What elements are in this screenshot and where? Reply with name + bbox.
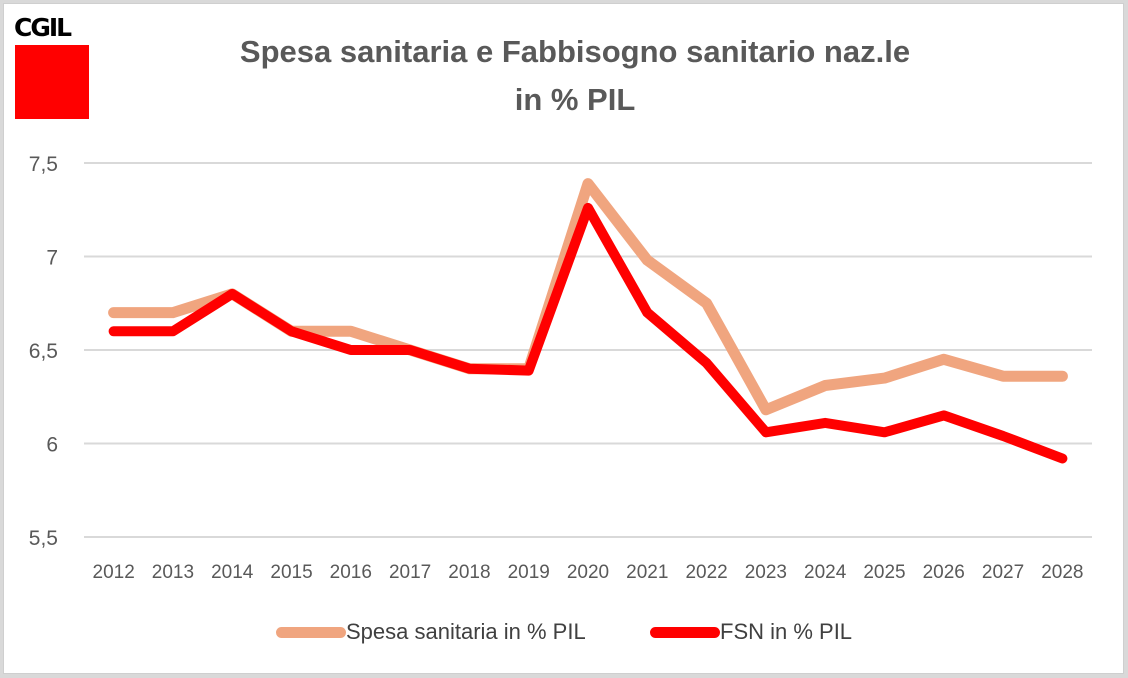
chart-title: Spesa sanitaria e Fabbisogno sanitario n… xyxy=(239,34,911,69)
legend-label-fsn: FSN in % PIL xyxy=(720,619,853,644)
x-tick-label: 2019 xyxy=(508,562,550,583)
logo-text: CGIL xyxy=(14,13,72,42)
x-tick-label: 2016 xyxy=(330,562,372,583)
y-tick-label: 6,5 xyxy=(29,340,58,363)
x-tick-label: 2026 xyxy=(923,562,965,583)
x-tick-label: 2024 xyxy=(804,562,847,583)
x-tick-label: 2012 xyxy=(93,562,135,583)
gridlines xyxy=(84,162,1092,538)
series-lines xyxy=(108,178,1068,464)
x-tick-label: 2023 xyxy=(745,562,787,583)
y-tick-label: 7,5 xyxy=(29,153,58,176)
chart-subtitle: in % PIL xyxy=(514,82,636,117)
legend-item-spesa: Spesa sanitaria in % PIL xyxy=(276,617,586,647)
x-tick-label: 2017 xyxy=(389,562,431,583)
y-tick-label: 7 xyxy=(46,247,58,270)
x-tick-label: 2025 xyxy=(863,562,905,583)
x-tick-label: 2020 xyxy=(567,562,609,583)
x-axis-ticks: 2012 2013 2014 2015 2016 2017 2018 2019 2020 2021… xyxy=(93,562,1084,583)
y-tick-label: 6 xyxy=(46,434,58,457)
legend-swatch-spesa xyxy=(276,626,346,638)
legend-item-fsn: FSN in % PIL xyxy=(650,617,852,647)
logo-red-square xyxy=(15,45,89,119)
legend: Spesa sanitaria in % PIL FSN in % PIL xyxy=(0,617,1128,647)
x-tick-label: 2022 xyxy=(685,562,727,583)
x-tick-label: 2015 xyxy=(270,562,312,583)
x-tick-label: 2028 xyxy=(1041,562,1083,583)
x-tick-label: 2013 xyxy=(152,562,194,583)
legend-label-spesa: Spesa sanitaria in % PIL xyxy=(346,619,586,644)
legend-swatch-fsn xyxy=(650,626,720,638)
y-tick-label: 5,5 xyxy=(29,527,58,550)
x-tick-label: 2014 xyxy=(211,562,254,583)
x-tick-label: 2021 xyxy=(626,562,668,583)
x-tick-label: 2027 xyxy=(982,562,1024,583)
chart-title-block: Spesa sanitaria e Fabbisogno sanitario n… xyxy=(150,28,1000,124)
series-line-fsn xyxy=(108,202,1068,464)
x-tick-label: 2018 xyxy=(448,562,490,583)
chart-frame xyxy=(3,3,1124,674)
y-axis-ticks: 7,5 7 6,5 6 5,5 xyxy=(29,153,58,550)
cgil-logo: CGIL xyxy=(14,14,90,122)
